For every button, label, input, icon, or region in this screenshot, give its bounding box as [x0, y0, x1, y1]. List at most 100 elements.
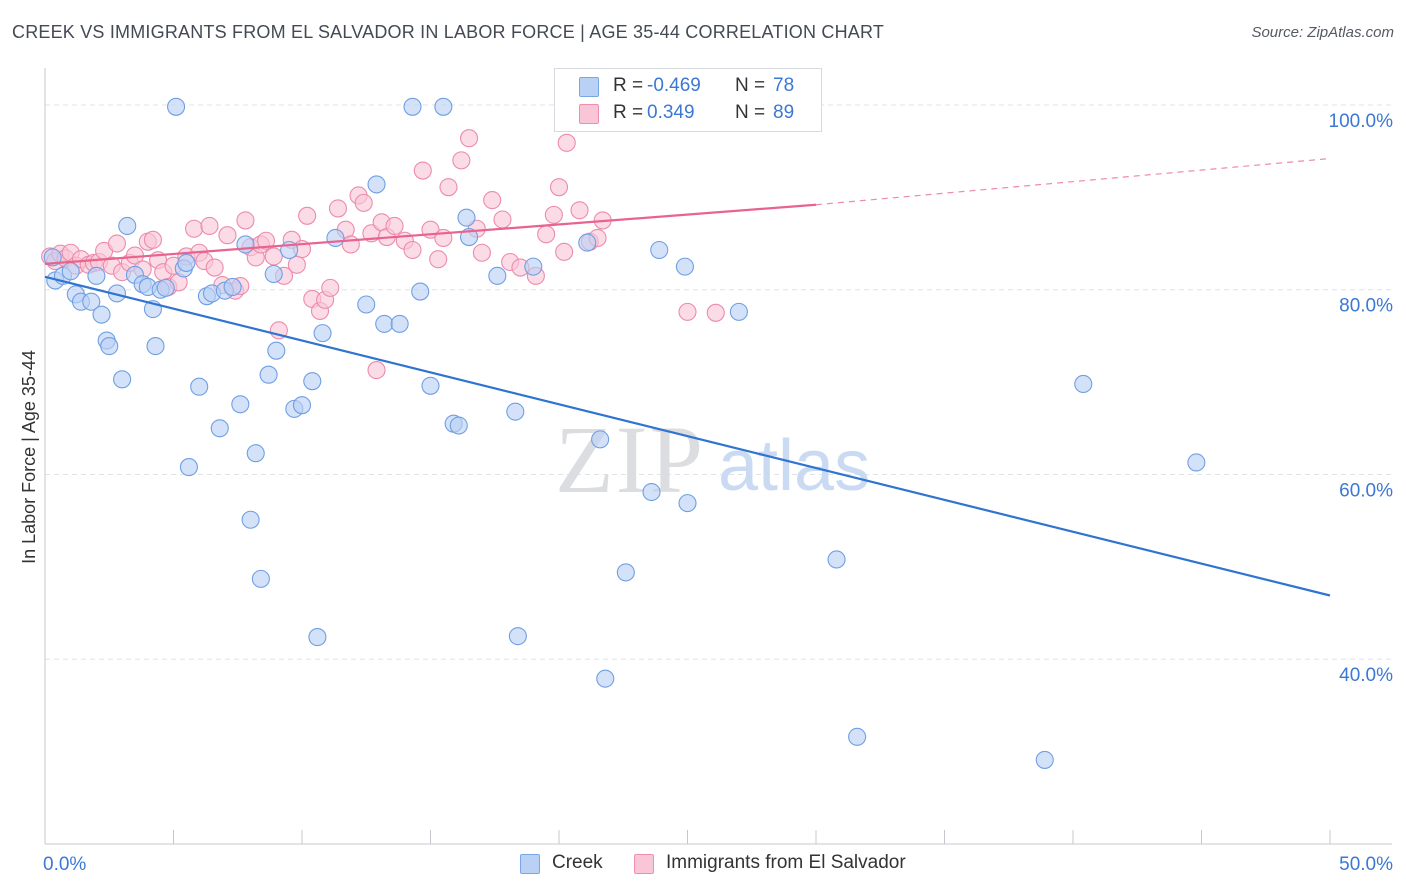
watermark-atlas: atlas	[718, 426, 870, 506]
creek-point	[616, 563, 635, 582]
salvador-point	[185, 219, 204, 238]
salvador-point	[321, 278, 340, 297]
salvador-point	[218, 226, 237, 245]
creek-point	[92, 305, 111, 324]
source-label: Source: ZipAtlas.com	[1251, 24, 1394, 41]
creek-point	[390, 314, 409, 333]
creek-point	[578, 233, 597, 252]
creek-swatch	[579, 77, 599, 97]
r-value: -0.469	[647, 75, 701, 96]
salvador-trend-line	[44, 203, 817, 265]
salvador-point	[459, 129, 479, 148]
creek-point	[524, 257, 543, 276]
salvador-point	[200, 216, 219, 236]
creek-point	[1187, 453, 1206, 472]
salvador-point	[205, 258, 224, 277]
salvador-point	[493, 210, 512, 229]
creek-point	[146, 337, 165, 356]
chart-title: CREEK VS IMMIGRANTS FROM EL SALVADOR IN …	[12, 22, 885, 42]
salvador-point	[544, 205, 563, 224]
creek-point	[411, 282, 430, 301]
series-legend: Creek Immigrants from El Salvador	[0, 852, 1406, 878]
salvador-point	[328, 199, 348, 218]
n-label: N =	[735, 102, 766, 123]
creek-point	[313, 324, 332, 343]
y-tick-label: 80.0%	[1339, 296, 1393, 317]
salvador-point	[706, 303, 725, 322]
x-tick-label: 0.0%	[43, 854, 86, 875]
creek-point	[177, 253, 196, 272]
creek-point	[308, 628, 327, 647]
salvador-point	[483, 191, 502, 210]
salvador-trend-extension	[815, 157, 1331, 206]
creek-point	[190, 377, 209, 396]
legend-label-salvador: Immigrants from El Salvador	[666, 852, 906, 873]
creek-point	[61, 262, 80, 281]
salvador-point	[298, 206, 317, 225]
n-value: 89	[773, 102, 795, 123]
y-axis-label: In Labor Force | Age 35-44	[19, 350, 39, 564]
creek-point	[375, 314, 394, 333]
creek-point	[848, 727, 867, 746]
creek-point	[43, 248, 62, 267]
creek-point	[292, 396, 312, 415]
creek-point	[118, 216, 137, 236]
salvador-point	[107, 234, 127, 253]
salvador-point	[557, 133, 576, 152]
creek-point	[357, 295, 376, 314]
creek-point	[591, 430, 610, 449]
creek-point	[251, 569, 270, 588]
axis-labels: 100.0% 80.0% 60.0% 40.0% 0.0% 50.0% In Labor F…	[19, 111, 1393, 875]
legend-label-creek: Creek	[552, 852, 603, 873]
salvador-point	[256, 231, 276, 250]
creek-point	[326, 228, 345, 248]
creek-point	[210, 419, 229, 438]
x-tick-label: 50.0%	[1339, 854, 1393, 875]
r-label: R =	[613, 102, 644, 123]
salvador-point	[549, 178, 569, 197]
creek-point	[87, 266, 106, 285]
salvador-point	[555, 242, 574, 261]
creek-point	[267, 341, 286, 360]
salvador-point	[429, 250, 448, 269]
creek-point	[459, 228, 479, 247]
y-tick-label: 40.0%	[1339, 665, 1393, 686]
creek-point	[264, 264, 283, 284]
creek-point	[167, 97, 186, 116]
creek-point	[488, 266, 507, 285]
creek-point	[223, 277, 242, 296]
creek-point	[506, 402, 525, 421]
salvador-point	[537, 225, 556, 244]
salvador-swatch	[634, 854, 654, 874]
salvador-point	[472, 243, 491, 262]
creek-point	[113, 370, 132, 389]
salvador-point	[452, 151, 471, 170]
salvador-point	[570, 201, 589, 220]
creek-point	[246, 444, 265, 463]
salvador-point	[236, 211, 255, 230]
legend-row-salvador: R = 0.349 N = 89	[555, 102, 821, 126]
creek-point	[241, 510, 260, 529]
creek-point	[231, 395, 250, 414]
creek-point	[421, 376, 440, 395]
creek-swatch	[520, 854, 540, 874]
creek-point	[457, 208, 476, 227]
salvador-point	[341, 235, 360, 254]
creek-point	[179, 458, 198, 477]
legend-row-creek: R = -0.469 N = 78	[555, 75, 821, 99]
watermark-zip: ZIP	[555, 406, 705, 513]
y-tick-label: 60.0%	[1339, 480, 1393, 501]
salvador-point	[439, 178, 458, 197]
creek-trend-line	[44, 275, 1331, 597]
creek-point	[827, 550, 846, 569]
salvador-point	[264, 247, 283, 266]
salvador-point	[385, 216, 404, 236]
creek-point	[1074, 374, 1093, 393]
creek-point	[642, 482, 661, 502]
creek-point	[596, 669, 615, 688]
n-label: N =	[735, 75, 766, 96]
y-tick-label: 100.0%	[1329, 111, 1394, 132]
creek-point	[367, 175, 386, 194]
salvador-point	[403, 240, 422, 260]
